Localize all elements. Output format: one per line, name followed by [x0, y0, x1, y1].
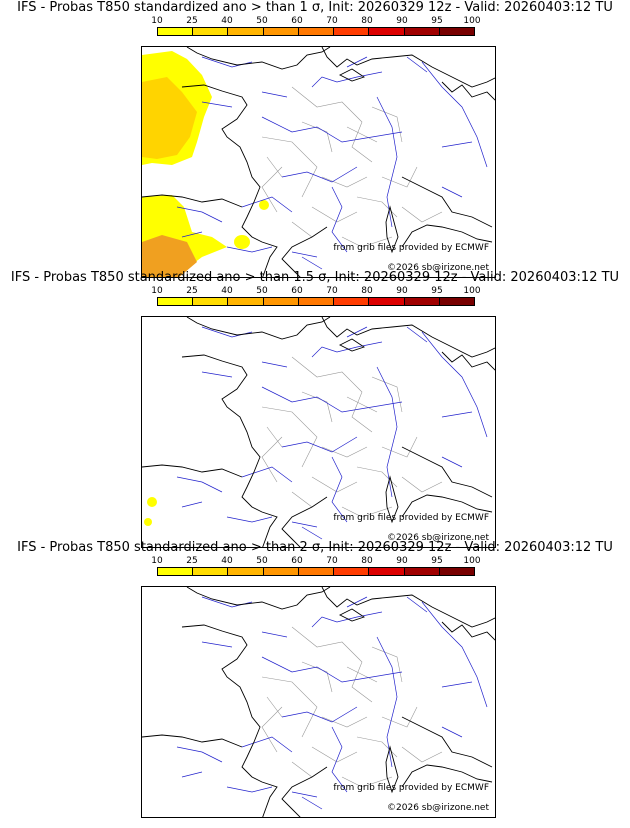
panel-title: IFS - Probas T850 standardized ano > tha… — [17, 0, 613, 15]
france-map — [142, 47, 495, 277]
coastline — [142, 587, 495, 817]
colorbar-swatch — [404, 568, 440, 575]
colorbar-tick-label: 25 — [186, 16, 198, 26]
colorbar — [157, 27, 475, 36]
colorbar-swatch — [334, 28, 370, 35]
copyright-credit: ©2026 sb@irizone.net — [387, 803, 489, 813]
colorbar-tick-label: 50 — [256, 556, 268, 566]
colorbar — [157, 297, 475, 306]
probability-fill — [144, 497, 157, 526]
panel-title: IFS - Probas T850 standardized ano > tha… — [10, 270, 620, 285]
copyright-credit: ©2026 sb@irizone.net — [387, 263, 489, 273]
colorbar-tick-label: 100 — [463, 286, 481, 296]
colorbar-swatch — [228, 298, 264, 305]
colorbar-tick-label: 95 — [431, 556, 443, 566]
admin-borders — [261, 356, 443, 518]
colorbar-swatch — [404, 298, 440, 305]
prob-area-high — [142, 235, 197, 277]
colorbar-tick-label: 60 — [291, 286, 303, 296]
colorbar-swatch — [158, 298, 194, 305]
colorbar-tick-label: 60 — [291, 16, 303, 26]
panel-title: IFS - Probas T850 standardized ano > tha… — [17, 540, 613, 555]
colorbar-swatch — [263, 298, 299, 305]
colorbar-tick-label: 100 — [463, 556, 481, 566]
colorbar-labels: 10 25 40 50 60 70 80 90 95 100 — [140, 556, 510, 566]
map-panel-2: IFS - Probas T850 standardized ano > tha… — [0, 270, 630, 548]
colorbar-swatch — [404, 28, 440, 35]
colorbar-swatch — [298, 28, 335, 35]
rivers — [176, 56, 488, 270]
colorbar-labels: 10 25 40 50 60 70 80 90 95 100 — [140, 16, 510, 26]
colorbar-swatch — [263, 568, 299, 575]
colorbar-tick-label: 100 — [463, 16, 481, 26]
colorbar-swatch — [158, 28, 194, 35]
prob-area-spot — [234, 235, 250, 249]
colorbar-swatch — [298, 568, 335, 575]
colorbar-tick-label: 90 — [396, 286, 408, 296]
colorbar-tick-label: 80 — [361, 556, 373, 566]
coastline — [142, 317, 495, 547]
colorbar-tick-label: 40 — [221, 16, 233, 26]
map-panel-3: IFS - Probas T850 standardized ano > tha… — [0, 540, 630, 818]
colorbar-tick-label: 10 — [151, 556, 163, 566]
colorbar-swatch — [158, 568, 194, 575]
france-map — [142, 317, 495, 547]
colorbar — [157, 567, 475, 576]
colorbar-tick-label: 90 — [396, 556, 408, 566]
colorbar-swatch — [193, 28, 229, 35]
source-credit: from grib files provided by ECMWF — [333, 513, 489, 523]
colorbar-tick-label: 80 — [361, 286, 373, 296]
prob-area-trace — [147, 497, 157, 507]
colorbar-tick-label: 10 — [151, 16, 163, 26]
map-frame: from grib files provided by ECMWF ©2026 … — [141, 46, 496, 278]
coastline — [142, 47, 495, 277]
colorbar-tick-label: 95 — [431, 286, 443, 296]
rivers — [176, 596, 488, 810]
colorbar-tick-label: 25 — [186, 556, 198, 566]
colorbar-tick-label: 25 — [186, 286, 198, 296]
colorbar-tick-label: 90 — [396, 16, 408, 26]
map-frame: from grib files provided by ECMWF ©2026 … — [141, 316, 496, 548]
colorbar-swatch — [228, 28, 264, 35]
probability-fill — [142, 51, 269, 277]
rivers — [176, 326, 488, 540]
prob-area-mid — [142, 77, 197, 159]
colorbar-tick-label: 50 — [256, 286, 268, 296]
map-panel-1: IFS - Probas T850 standardized ano > tha… — [0, 0, 630, 278]
colorbar-tick-label: 10 — [151, 286, 163, 296]
colorbar-swatch — [369, 28, 405, 35]
admin-borders — [261, 626, 443, 788]
map-frame: from grib files provided by ECMWF ©2026 … — [141, 586, 496, 818]
france-map — [142, 587, 495, 817]
colorbar-swatch — [193, 568, 229, 575]
colorbar-swatch — [334, 568, 370, 575]
source-credit: from grib files provided by ECMWF — [333, 783, 489, 793]
colorbar-tick-label: 95 — [431, 16, 443, 26]
colorbar-tick-label: 40 — [221, 556, 233, 566]
colorbar-tick-label: 70 — [326, 556, 338, 566]
colorbar-labels: 10 25 40 50 60 70 80 90 95 100 — [140, 286, 510, 296]
colorbar-swatch — [439, 568, 474, 575]
prob-area-spot — [259, 200, 269, 210]
prob-area-trace — [144, 518, 152, 526]
colorbar-swatch — [439, 28, 474, 35]
colorbar-swatch — [439, 298, 474, 305]
colorbar-swatch — [228, 568, 264, 575]
colorbar-swatch — [193, 298, 229, 305]
colorbar-tick-label: 60 — [291, 556, 303, 566]
colorbar-swatch — [369, 298, 405, 305]
colorbar-tick-label: 50 — [256, 16, 268, 26]
colorbar-tick-label: 70 — [326, 16, 338, 26]
colorbar-tick-label: 40 — [221, 286, 233, 296]
source-credit: from grib files provided by ECMWF — [333, 243, 489, 253]
copyright-credit: ©2026 sb@irizone.net — [387, 533, 489, 543]
admin-borders — [261, 86, 443, 248]
colorbar-swatch — [263, 28, 299, 35]
colorbar-swatch — [334, 298, 370, 305]
colorbar-swatch — [369, 568, 405, 575]
colorbar-swatch — [298, 298, 335, 305]
colorbar-tick-label: 80 — [361, 16, 373, 26]
colorbar-tick-label: 70 — [326, 286, 338, 296]
